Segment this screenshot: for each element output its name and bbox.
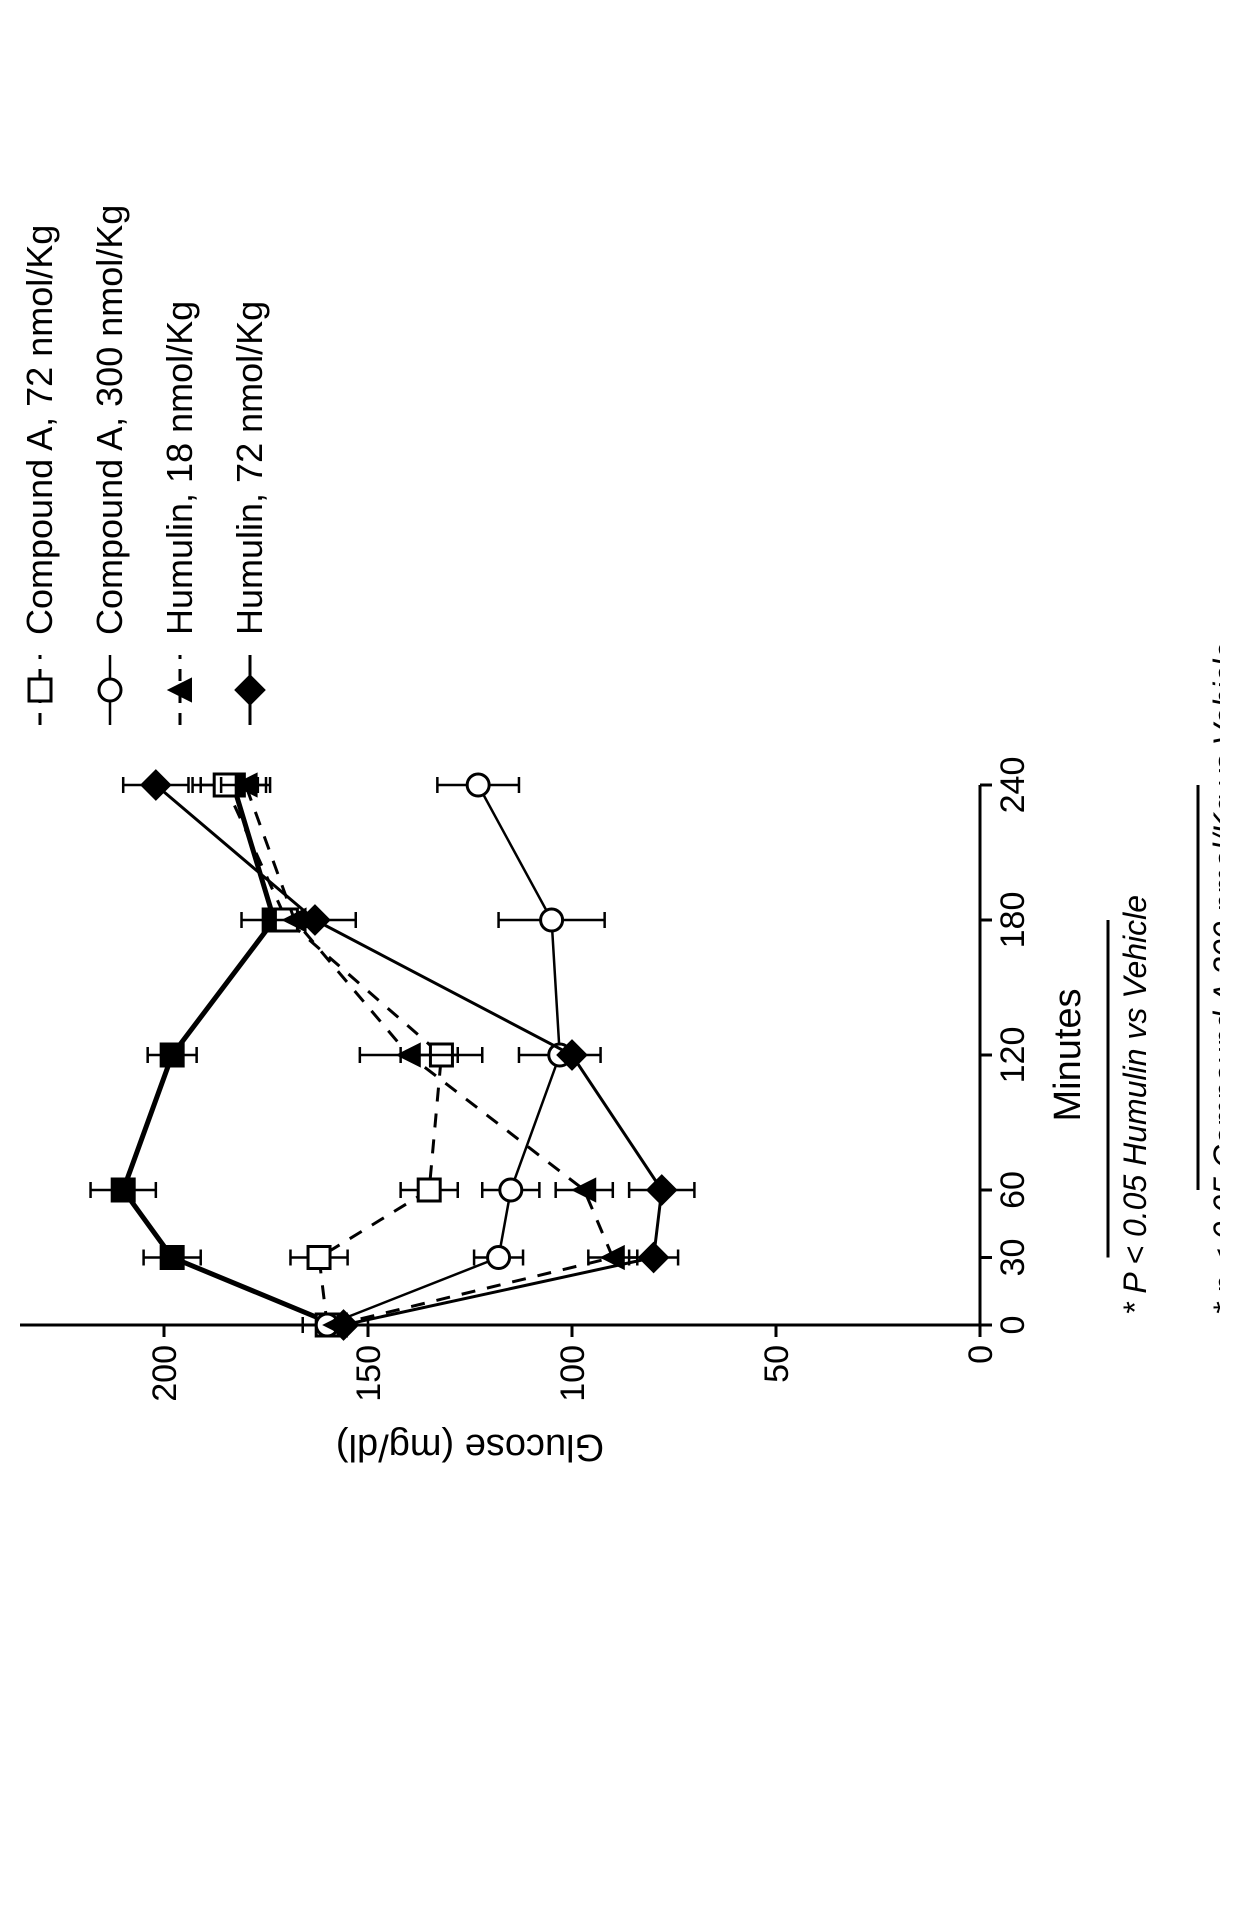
legend-label: Compound A, 72 nmol/Kg bbox=[20, 225, 60, 635]
legend-label: Humulin, 72 nmol/Kg bbox=[229, 301, 270, 635]
stat-note: * P < 0.05 Humulin vs Vehicle bbox=[1117, 895, 1153, 1315]
ytick-label: 150 bbox=[350, 1345, 388, 1402]
x-axis-label: Minutes bbox=[1047, 988, 1089, 1121]
xtick-label: 180 bbox=[994, 892, 1032, 949]
xtick-label: 240 bbox=[994, 757, 1032, 814]
xtick-label: 60 bbox=[994, 1171, 1032, 1209]
figure-container: 05010015020025003060120180240MinutesGluc… bbox=[20, 20, 1220, 1900]
xtick-label: 120 bbox=[994, 1027, 1032, 1084]
chart-svg: 05010015020025003060120180240MinutesGluc… bbox=[20, 20, 1220, 1900]
legend-label: Compound A, 300 nmol/Kg bbox=[89, 205, 130, 635]
y-axis-label: Glucose (mg/dl) bbox=[336, 1426, 604, 1468]
ytick-label: 50 bbox=[758, 1345, 796, 1383]
stat-note: * p < 0.05 Compound A 300 nmol/Kg vs Veh… bbox=[1207, 642, 1220, 1315]
ytick-label: 0 bbox=[962, 1345, 1000, 1364]
ytick-label: 200 bbox=[146, 1345, 184, 1402]
ytick-label: 100 bbox=[554, 1345, 592, 1402]
xtick-label: 30 bbox=[994, 1239, 1032, 1277]
xtick-label: 0 bbox=[994, 1316, 1032, 1335]
legend-label: Humulin, 18 nmol/Kg bbox=[159, 301, 200, 635]
